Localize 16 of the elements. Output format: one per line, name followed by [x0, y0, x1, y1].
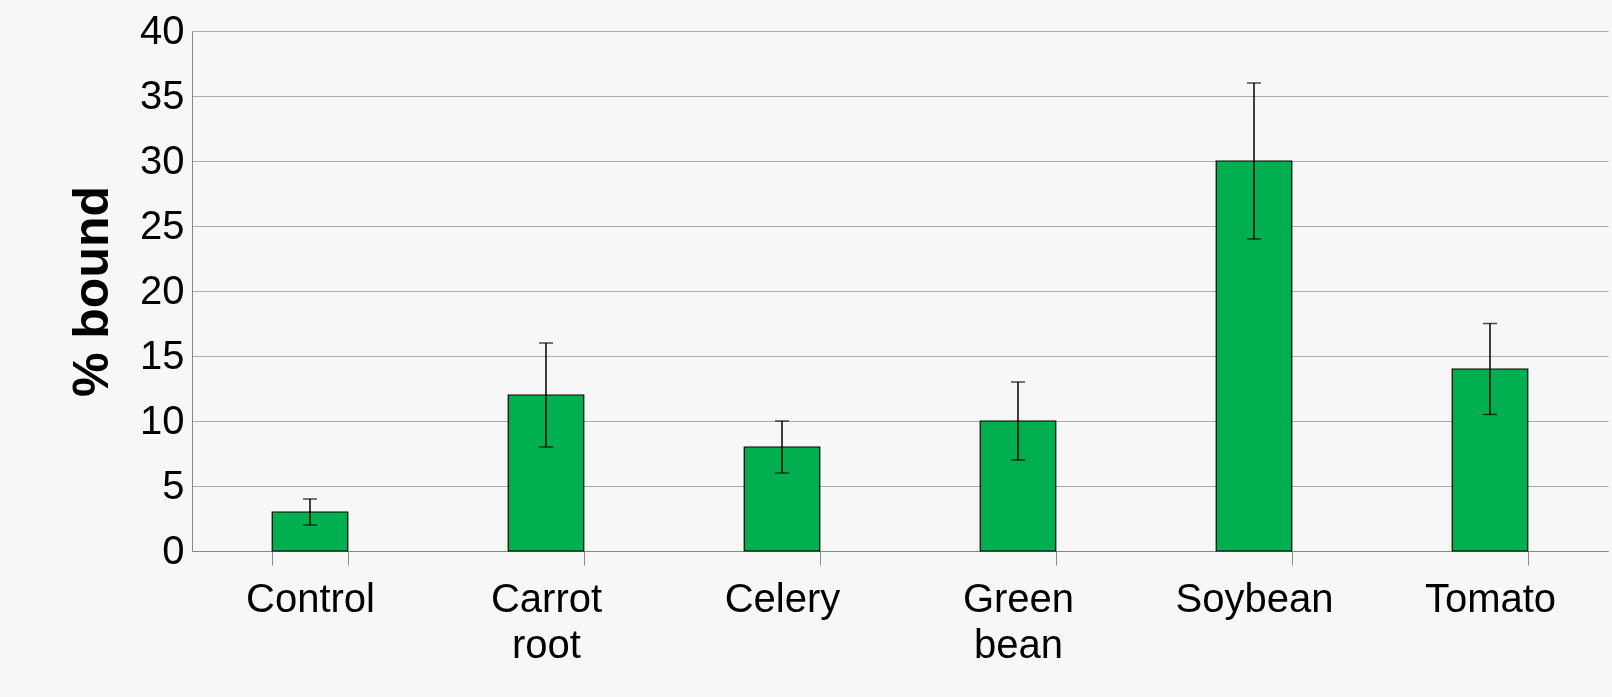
y-tick-label: 15 [140, 332, 185, 377]
x-tick-label: Celery [724, 575, 841, 620]
y-tick-label: 35 [140, 72, 185, 117]
y-tick-label: 20 [140, 267, 185, 312]
x-tick-label: Control [246, 575, 375, 620]
x-tick-label: Soybean [1175, 575, 1334, 620]
y-tick-label: 0 [162, 527, 185, 572]
y-tick-label: 5 [162, 462, 185, 507]
x-tick-label: Green bean [962, 575, 1075, 666]
y-tick-label: 25 [140, 202, 185, 247]
y-axis-title: % bound [63, 185, 120, 398]
y-tick-label: 10 [140, 397, 185, 442]
x-tick-label: Tomato [1424, 575, 1557, 620]
y-tick-label: 40 [140, 7, 185, 52]
y-tick-label: 30 [140, 137, 185, 182]
x-tick-label: Carrot root [490, 575, 603, 666]
